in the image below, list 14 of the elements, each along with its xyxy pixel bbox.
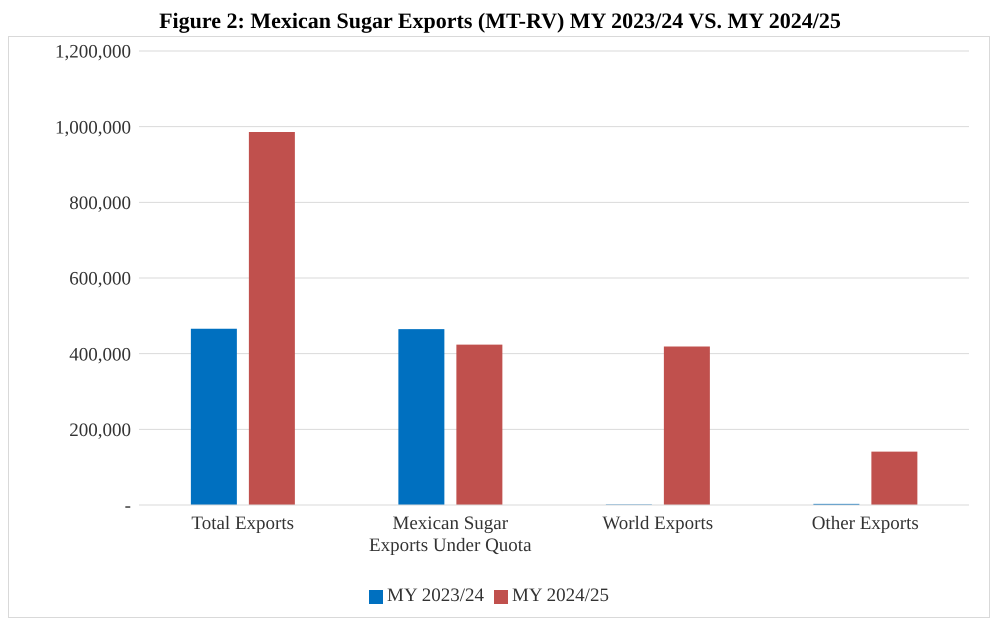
- legend-label: MY 2024/25: [512, 585, 609, 606]
- x-tick-label: World Exports: [602, 513, 714, 534]
- x-tick-label: Mexican Sugar Exports Under Quota: [368, 513, 532, 556]
- y-tick-label: 1,200,000: [55, 42, 131, 63]
- y-tick-label: 400,000: [69, 344, 131, 366]
- y-tick-label: -: [124, 496, 131, 517]
- x-tick-label: Total Exports: [191, 513, 294, 534]
- y-tick-label: 1,000,000: [55, 117, 131, 138]
- x-tick-label: Other Exports: [812, 513, 919, 534]
- y-tick-label: 200,000: [69, 420, 131, 442]
- y-tick-label: 800,000: [69, 193, 131, 214]
- y-tick-label: 600,000: [69, 268, 131, 290]
- legend-label: MY 2023/24: [387, 585, 484, 606]
- chart-title: Figure 2: Mexican Sugar Exports (MT-RV) MY 2023/24 VS. MY 2024/25: [158, 8, 842, 35]
